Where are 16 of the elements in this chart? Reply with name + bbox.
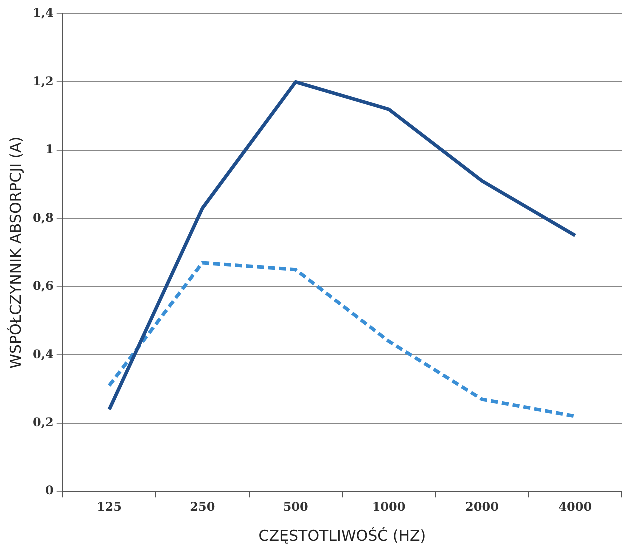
y-tick-label: 0: [46, 484, 54, 498]
x-tick-label: 4000: [558, 500, 592, 514]
x-tick-label: 2000: [466, 500, 499, 514]
y-tick-label: 1: [46, 142, 54, 157]
y-tick-label: 1,4: [32, 6, 54, 20]
x-tick-label: 1000: [372, 500, 406, 514]
y-tick-label: 0,8: [32, 210, 54, 225]
x-tick-label: 125: [96, 500, 122, 514]
y-tick-label: 1,2: [32, 74, 54, 88]
x-tick-label: 250: [190, 500, 216, 514]
x-axis-title: CZĘSTOTLIWOŚĆ (HZ): [258, 526, 426, 545]
x-tick-label: 500: [283, 500, 308, 514]
y-tick-label: 0,6: [32, 279, 54, 294]
y-tick-label: 0,4: [32, 347, 54, 362]
y-axis-title: WSPÓŁCZYNNIK ABSORPCJI (A): [6, 136, 25, 369]
y-tick-label: 0,2: [32, 415, 54, 430]
